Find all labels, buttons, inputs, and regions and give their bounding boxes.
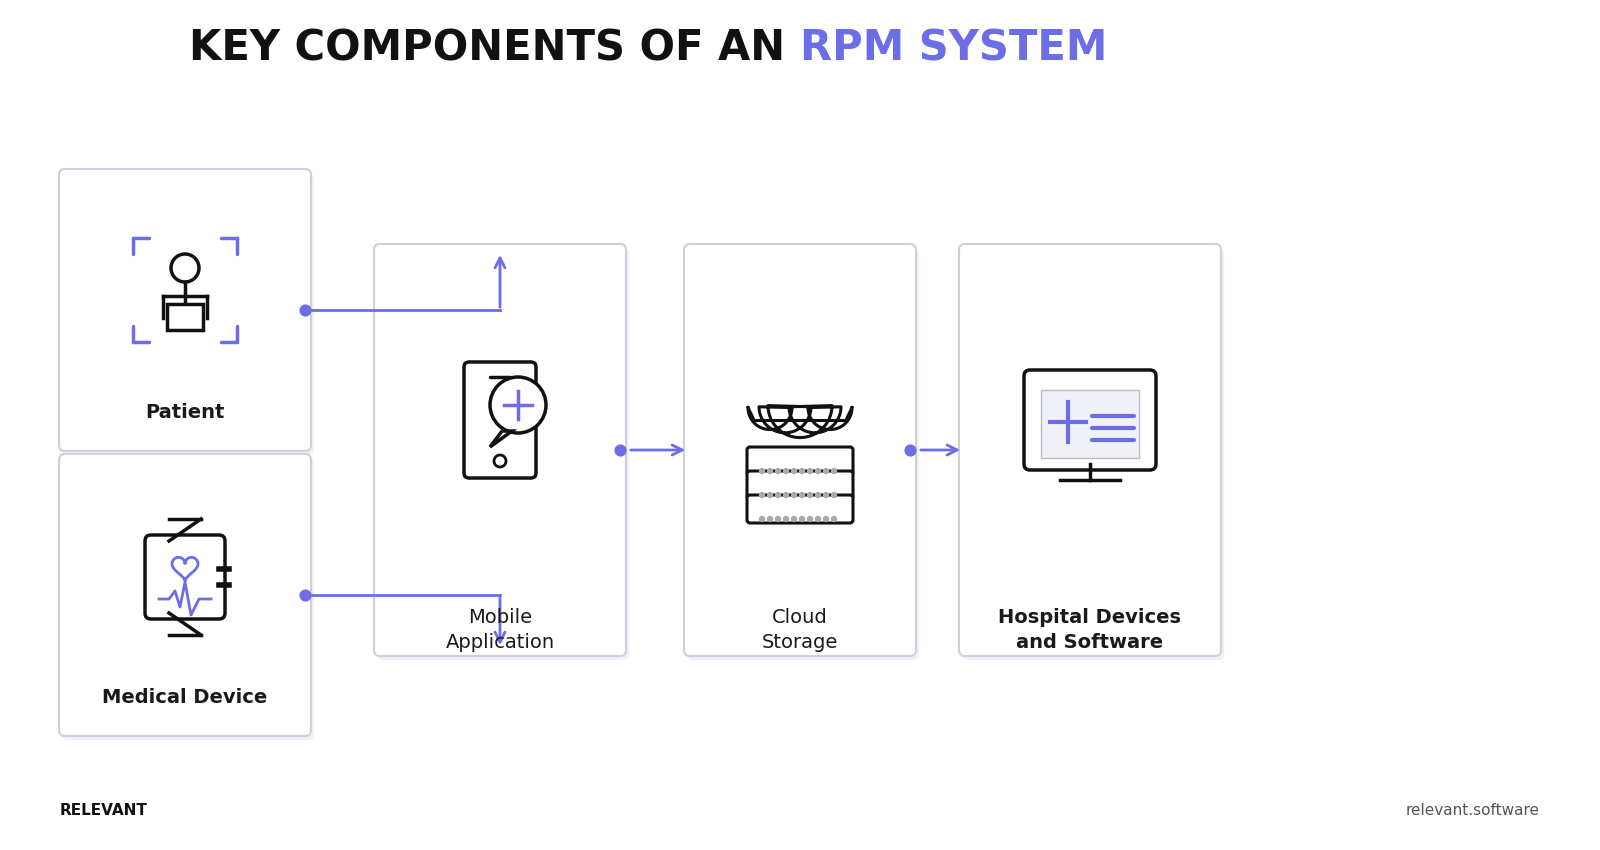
Text: Hospital Devices
and Software: Hospital Devices and Software [998,608,1181,652]
Text: Mobile
Application: Mobile Application [445,608,555,652]
Circle shape [760,492,765,497]
Circle shape [768,374,832,438]
Circle shape [808,386,851,429]
Text: Patient: Patient [146,403,224,422]
Point [293,588,318,602]
Circle shape [808,492,813,497]
Text: Cloud
Storage: Cloud Storage [762,608,838,652]
Circle shape [784,468,789,473]
Circle shape [760,468,765,473]
FancyBboxPatch shape [378,248,629,660]
Point [293,303,318,317]
Circle shape [800,492,805,497]
FancyBboxPatch shape [686,248,918,660]
Circle shape [749,386,792,429]
Circle shape [824,492,829,497]
Circle shape [832,492,837,497]
Circle shape [808,468,813,473]
Circle shape [816,492,821,497]
Circle shape [800,468,805,473]
Circle shape [832,517,837,522]
Text: Medical Device: Medical Device [102,688,267,707]
FancyBboxPatch shape [166,304,203,330]
Circle shape [816,517,821,522]
Circle shape [784,492,789,497]
Circle shape [784,517,789,522]
Circle shape [789,381,842,433]
Circle shape [776,468,781,473]
Circle shape [792,492,797,497]
Circle shape [490,377,546,433]
Text: KEY COMPONENTS OF AN: KEY COMPONENTS OF AN [189,27,800,69]
Circle shape [758,381,811,433]
FancyBboxPatch shape [962,248,1224,660]
FancyBboxPatch shape [59,454,310,736]
FancyBboxPatch shape [747,495,853,523]
FancyBboxPatch shape [958,244,1221,656]
FancyBboxPatch shape [747,447,853,475]
Point [898,443,923,456]
Circle shape [816,468,821,473]
FancyBboxPatch shape [1024,370,1155,470]
Circle shape [808,517,813,522]
Circle shape [792,517,797,522]
Circle shape [768,492,773,497]
FancyBboxPatch shape [747,471,853,499]
FancyBboxPatch shape [374,244,626,656]
FancyBboxPatch shape [685,244,915,656]
FancyBboxPatch shape [62,458,314,740]
Circle shape [832,468,837,473]
FancyBboxPatch shape [146,535,226,619]
FancyBboxPatch shape [59,169,310,451]
FancyBboxPatch shape [464,362,536,478]
Text: RELEVANT: RELEVANT [61,803,147,818]
Bar [1040,389,1139,458]
Circle shape [824,468,829,473]
Circle shape [768,517,773,522]
FancyBboxPatch shape [62,173,314,455]
Circle shape [776,492,781,497]
Point [608,443,634,456]
Circle shape [800,517,805,522]
Text: RPM SYSTEM: RPM SYSTEM [800,27,1107,69]
Circle shape [792,468,797,473]
Circle shape [768,468,773,473]
Circle shape [824,517,829,522]
Text: relevant.software: relevant.software [1406,803,1539,818]
Polygon shape [490,431,512,447]
Bar [754,402,846,420]
Circle shape [760,517,765,522]
Circle shape [776,517,781,522]
